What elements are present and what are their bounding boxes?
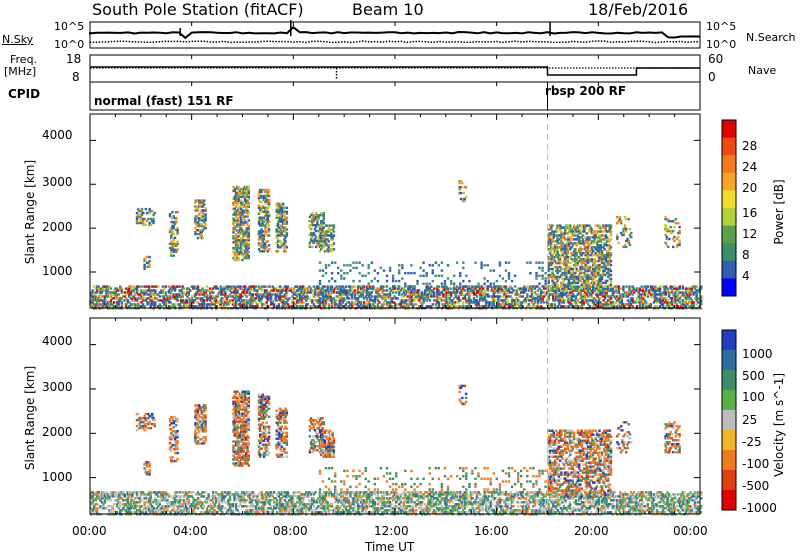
vel-cb-minus500: -500 xyxy=(742,479,770,493)
nsky-tick-low: 10^0 xyxy=(54,38,85,51)
velocity-colorbar-seg-3 xyxy=(722,390,736,411)
freq-tick-low: 8 xyxy=(72,70,80,84)
cpid-mode-rbsp: rbsp 200 RF xyxy=(545,84,627,98)
xtick-0000: 00:00 xyxy=(72,524,107,538)
cpid-label: CPID xyxy=(8,87,41,101)
velocity-colorbar-seg-7 xyxy=(722,470,736,491)
power-colorbar-seg-0 xyxy=(722,120,736,139)
xtick-1600: 16:00 xyxy=(474,524,509,538)
power-scatter xyxy=(90,180,703,310)
vel-cb-100: 100 xyxy=(742,390,765,404)
nave-tick-low: 0 xyxy=(708,70,716,84)
velocity-colorbar-frame xyxy=(721,329,737,511)
velocity-ytick-1000: 1000 xyxy=(42,470,73,484)
power-ytick-1000: 1000 xyxy=(42,264,73,278)
freq-unit: [MHz] xyxy=(4,65,37,78)
velocity-ylabel: Slant Range [km] xyxy=(23,365,37,471)
power-colorbar-frame xyxy=(721,119,737,297)
freq-tick-high: 18 xyxy=(66,52,82,66)
velocity-ytick-3000: 3000 xyxy=(42,380,73,394)
station-title: South Pole Station (fitACF) xyxy=(92,0,304,19)
power-ytick-3000: 3000 xyxy=(42,175,73,189)
nsky-tick-high: 10^5 xyxy=(54,20,85,33)
xtick-0800: 08:00 xyxy=(273,524,308,538)
velocity-ytick-4000: 4000 xyxy=(42,334,73,348)
freq-label: Freq. xyxy=(10,53,38,66)
power-cb-16: 16 xyxy=(742,206,758,220)
power-colorbar-seg-8 xyxy=(722,260,736,279)
power-ylabel: Slant Range [km] xyxy=(23,159,37,265)
power-colorbar-seg-1 xyxy=(722,137,736,156)
vel-cb-minus25: -25 xyxy=(742,435,762,449)
power-colorbar-seg-9 xyxy=(722,278,736,297)
velocity-colorbar-seg-1 xyxy=(722,350,736,371)
power-cb-24: 24 xyxy=(742,160,758,174)
power-cb-20: 20 xyxy=(742,181,758,195)
vel-cb-500: 500 xyxy=(742,369,765,383)
date-label: 18/Feb/2016 xyxy=(588,0,689,19)
velocity-ytick-2000: 2000 xyxy=(42,425,73,439)
vel-cb-label: Velocity [m s^-1] xyxy=(772,372,786,478)
xtick-2400: 00:00 xyxy=(673,524,708,538)
power-colorbar-seg-5 xyxy=(722,208,736,227)
power-ytick-4000: 4000 xyxy=(42,128,73,142)
xlabel: Time UT xyxy=(365,540,415,554)
nave-tick-high: 60 xyxy=(708,52,724,66)
nave-label: Nave xyxy=(748,64,777,77)
vel-cb-minus1000: -1000 xyxy=(742,501,777,515)
vel-cb-1000: 1000 xyxy=(742,347,773,361)
power-cb-28: 28 xyxy=(742,139,758,153)
velocity-scatter xyxy=(90,384,703,516)
velocity-colorbar-seg-4 xyxy=(722,410,736,431)
nsky-label: N.Sky xyxy=(2,33,34,46)
cpid-strip-box xyxy=(89,81,701,111)
xtick-1200: 12:00 xyxy=(374,524,409,538)
nsearch-line xyxy=(89,40,700,44)
power-cb-12: 12 xyxy=(742,227,758,241)
velocity-colorbar-seg-6 xyxy=(722,450,736,471)
velocity-colorbar-seg-0 xyxy=(722,330,736,351)
power-colorbar-seg-6 xyxy=(722,225,736,244)
nsearch-tick-low: 10^0 xyxy=(706,38,737,51)
vel-cb-minus100: -100 xyxy=(742,457,770,471)
power-colorbar-seg-3 xyxy=(722,172,736,191)
velocity-colorbar-seg-2 xyxy=(722,370,736,391)
vel-cb-25: 25 xyxy=(742,413,758,427)
xtick-0400: 04:00 xyxy=(173,524,208,538)
nave-line xyxy=(90,66,700,76)
power-ytick-2000: 2000 xyxy=(42,220,73,234)
power-colorbar-seg-2 xyxy=(722,155,736,174)
velocity-colorbar-seg-5 xyxy=(722,430,736,451)
nsky-line xyxy=(89,25,701,40)
beam-label: Beam 10 xyxy=(352,0,424,19)
nsearch-tick-high: 10^5 xyxy=(706,20,737,33)
xtick-2000: 20:00 xyxy=(574,524,609,538)
velocity-colorbar-seg-8 xyxy=(722,490,736,511)
power-colorbar-seg-7 xyxy=(722,243,736,262)
power-cb-8: 8 xyxy=(742,248,750,262)
nsearch-label: N.Search xyxy=(746,31,796,44)
power-cb-label: Power [dB] xyxy=(772,179,786,245)
power-colorbar-seg-4 xyxy=(722,190,736,209)
cpid-mode-normal: normal (fast) 151 RF xyxy=(94,94,234,108)
power-cb-4: 4 xyxy=(742,269,750,283)
